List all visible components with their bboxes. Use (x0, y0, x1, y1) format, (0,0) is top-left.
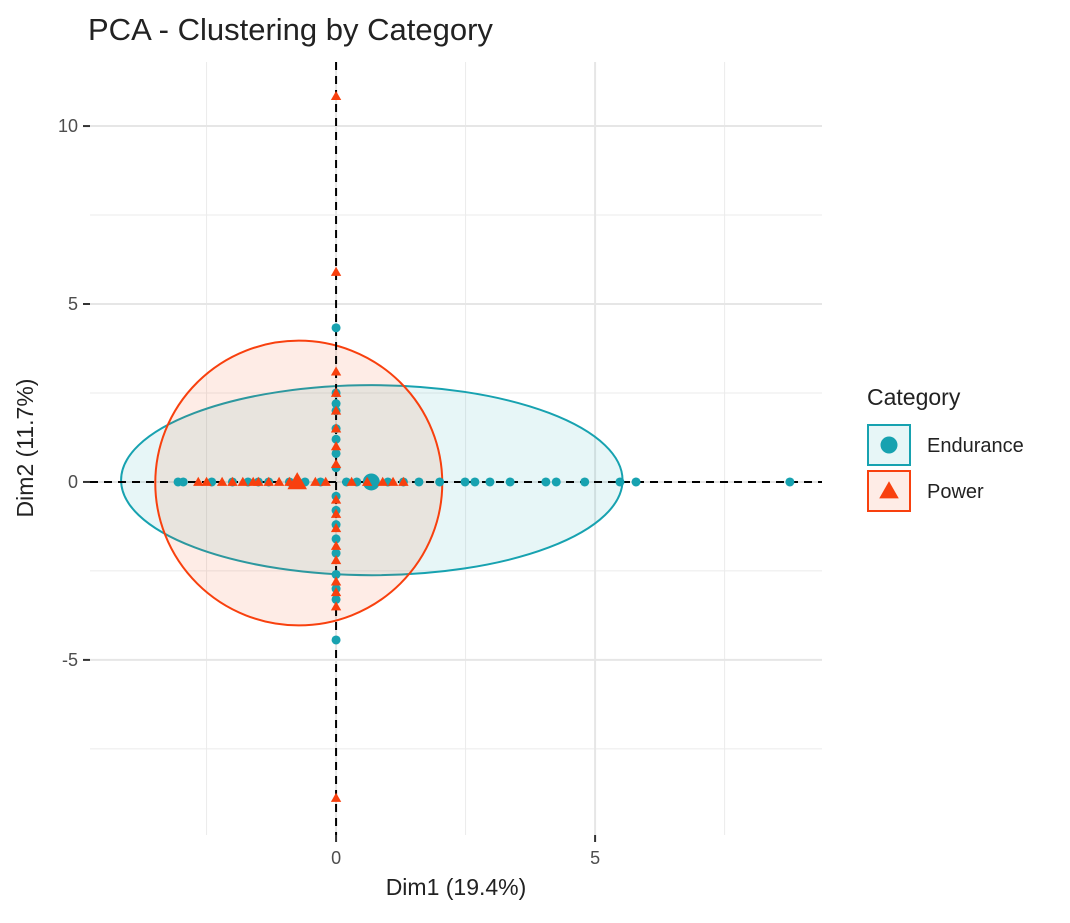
legend-title: Category (867, 384, 961, 410)
y-tick-label: 0 (68, 472, 78, 492)
point (331, 569, 341, 579)
point (330, 387, 342, 397)
point (330, 601, 342, 611)
point (435, 477, 445, 487)
legend-symbol (879, 481, 899, 499)
point (330, 523, 342, 533)
point (330, 405, 342, 415)
point (331, 534, 341, 544)
point (320, 476, 331, 486)
point (541, 477, 551, 487)
point (330, 555, 342, 565)
legend-label: Endurance (927, 435, 1024, 457)
y-tick-label: -5 (62, 650, 78, 670)
point (330, 494, 342, 504)
chart-title: PCA - Clustering by Category (88, 12, 493, 47)
point (330, 540, 342, 550)
point (237, 476, 248, 486)
point (551, 477, 561, 487)
point (201, 476, 212, 486)
point (330, 792, 342, 802)
point (253, 476, 264, 486)
point (330, 508, 342, 518)
point (331, 434, 341, 444)
point (227, 476, 238, 486)
point (631, 477, 641, 487)
y-tick-label: 5 (68, 294, 78, 314)
point (331, 448, 341, 458)
point (485, 477, 495, 487)
x-axis-label: Dim1 (19.4%) (386, 874, 527, 900)
point (330, 423, 342, 433)
point (330, 90, 342, 101)
point (414, 477, 424, 487)
legend-symbol (880, 436, 898, 454)
point (460, 477, 470, 487)
point (310, 476, 321, 486)
point (346, 476, 357, 486)
point (398, 476, 409, 486)
point (330, 576, 342, 586)
point (178, 477, 188, 487)
point (330, 441, 342, 451)
point (330, 366, 342, 376)
point (580, 477, 590, 487)
point (387, 476, 399, 486)
point (273, 476, 285, 486)
point (330, 587, 342, 597)
point (216, 476, 228, 486)
point (377, 476, 388, 486)
point (331, 548, 341, 558)
y-tick-label: 10 (58, 116, 78, 136)
x-tick-label: 0 (331, 848, 341, 868)
point (330, 458, 342, 469)
x-tick-label: 5 (590, 848, 600, 868)
centroid (287, 472, 307, 490)
legend-label: Power (927, 481, 984, 503)
point (331, 399, 341, 409)
point (505, 477, 515, 487)
point (330, 266, 342, 276)
point (470, 477, 480, 487)
point (331, 635, 341, 645)
y-axis-label: Dim2 (11.7%) (12, 379, 38, 518)
point (615, 477, 625, 487)
point (785, 477, 795, 487)
point (263, 476, 274, 486)
point (331, 594, 341, 604)
point (331, 323, 341, 333)
point (361, 476, 373, 486)
point (193, 476, 204, 486)
